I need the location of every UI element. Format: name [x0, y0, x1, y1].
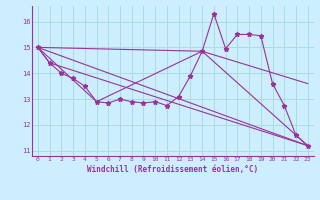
X-axis label: Windchill (Refroidissement éolien,°C): Windchill (Refroidissement éolien,°C): [87, 165, 258, 174]
